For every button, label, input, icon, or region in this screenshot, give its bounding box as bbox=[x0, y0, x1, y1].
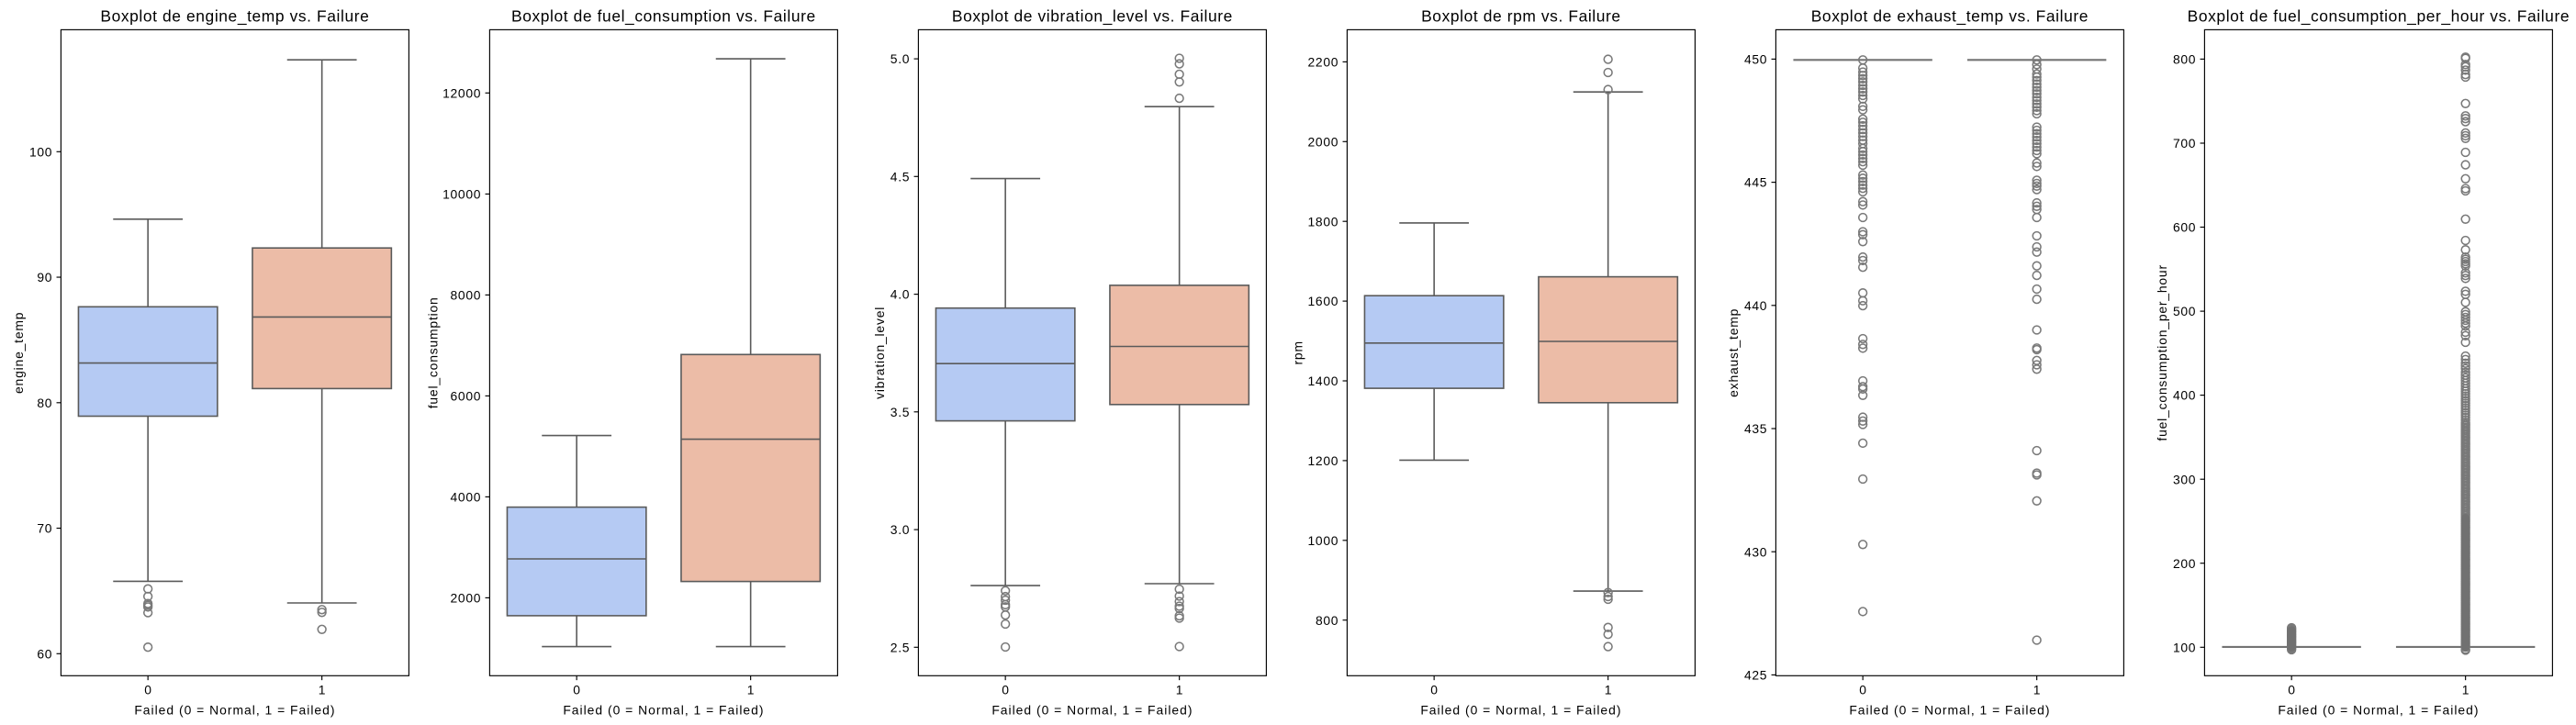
svg-text:425: 425 bbox=[1744, 668, 1767, 683]
svg-text:12000: 12000 bbox=[442, 85, 481, 100]
svg-text:10000: 10000 bbox=[442, 187, 481, 202]
svg-text:Boxplot de fuel_consumption vs: Boxplot de fuel_consumption vs. Failure bbox=[511, 7, 816, 26]
svg-text:300: 300 bbox=[2173, 472, 2196, 486]
svg-text:2000: 2000 bbox=[451, 591, 482, 606]
svg-text:2000: 2000 bbox=[1308, 134, 1339, 149]
svg-text:0: 0 bbox=[1430, 682, 1438, 697]
svg-text:4.0: 4.0 bbox=[890, 287, 910, 302]
svg-text:0: 0 bbox=[1859, 682, 1866, 697]
svg-text:Boxplot de fuel_consumption_pe: Boxplot de fuel_consumption_per_hour vs.… bbox=[2188, 7, 2570, 26]
svg-text:1: 1 bbox=[2462, 682, 2470, 697]
svg-text:100: 100 bbox=[29, 144, 52, 159]
svg-text:0: 0 bbox=[573, 682, 580, 697]
svg-text:90: 90 bbox=[37, 270, 52, 284]
svg-text:Boxplot de rpm vs. Failure: Boxplot de rpm vs. Failure bbox=[1421, 7, 1621, 26]
svg-text:Failed (0 = Normal, 1 = Failed: Failed (0 = Normal, 1 = Failed) bbox=[1849, 703, 2050, 718]
svg-text:435: 435 bbox=[1744, 421, 1767, 436]
svg-text:Failed (0 = Normal, 1 = Failed: Failed (0 = Normal, 1 = Failed) bbox=[991, 703, 1193, 718]
svg-text:100: 100 bbox=[2173, 640, 2196, 654]
svg-text:1000: 1000 bbox=[1308, 533, 1339, 548]
svg-text:Boxplot de exhaust_temp vs. Fa: Boxplot de exhaust_temp vs. Failure bbox=[1811, 7, 2089, 26]
svg-text:400: 400 bbox=[2173, 388, 2196, 403]
svg-text:0: 0 bbox=[144, 682, 151, 697]
svg-text:fuel_consumption_per_hour: fuel_consumption_per_hour bbox=[2155, 264, 2169, 441]
svg-text:1400: 1400 bbox=[1308, 374, 1339, 388]
svg-text:440: 440 bbox=[1744, 298, 1767, 313]
svg-text:8000: 8000 bbox=[451, 288, 482, 303]
svg-text:1: 1 bbox=[2033, 682, 2041, 697]
svg-text:rpm: rpm bbox=[1290, 340, 1305, 364]
svg-text:Failed (0 = Normal, 1 = Failed: Failed (0 = Normal, 1 = Failed) bbox=[134, 703, 335, 718]
svg-text:1: 1 bbox=[1176, 682, 1183, 697]
svg-text:2.5: 2.5 bbox=[890, 640, 910, 654]
svg-text:800: 800 bbox=[2173, 52, 2196, 67]
svg-text:exhaust_temp: exhaust_temp bbox=[1726, 308, 1741, 397]
svg-text:1: 1 bbox=[747, 682, 755, 697]
svg-text:200: 200 bbox=[2173, 556, 2196, 571]
svg-text:3.0: 3.0 bbox=[890, 522, 910, 537]
svg-text:1800: 1800 bbox=[1308, 214, 1339, 229]
svg-text:70: 70 bbox=[37, 521, 52, 536]
svg-text:engine_temp: engine_temp bbox=[11, 312, 26, 394]
svg-text:Boxplot de engine_temp vs. Fai: Boxplot de engine_temp vs. Failure bbox=[100, 7, 369, 26]
svg-text:Failed (0 = Normal, 1 = Failed: Failed (0 = Normal, 1 = Failed) bbox=[563, 703, 764, 718]
svg-text:430: 430 bbox=[1744, 544, 1767, 559]
svg-text:80: 80 bbox=[37, 396, 52, 410]
svg-text:1: 1 bbox=[319, 682, 326, 697]
svg-text:3.5: 3.5 bbox=[890, 405, 910, 419]
svg-text:1600: 1600 bbox=[1308, 294, 1339, 308]
svg-text:1: 1 bbox=[1605, 682, 1612, 697]
svg-text:0: 0 bbox=[1002, 682, 1009, 697]
svg-text:Failed (0 = Normal, 1 = Failed: Failed (0 = Normal, 1 = Failed) bbox=[2278, 703, 2479, 718]
svg-text:445: 445 bbox=[1744, 175, 1767, 190]
svg-text:2200: 2200 bbox=[1308, 55, 1339, 70]
svg-text:4.5: 4.5 bbox=[890, 169, 910, 184]
svg-text:Failed (0 = Normal, 1 = Failed: Failed (0 = Normal, 1 = Failed) bbox=[1420, 703, 1621, 718]
svg-text:0: 0 bbox=[2288, 682, 2295, 697]
svg-text:450: 450 bbox=[1744, 52, 1767, 67]
svg-text:vibration_level: vibration_level bbox=[872, 307, 887, 399]
svg-text:6000: 6000 bbox=[451, 389, 482, 404]
svg-text:1200: 1200 bbox=[1308, 453, 1339, 468]
svg-text:4000: 4000 bbox=[451, 490, 482, 505]
svg-text:60: 60 bbox=[37, 646, 52, 661]
svg-text:800: 800 bbox=[1316, 613, 1338, 628]
svg-text:fuel_consumption: fuel_consumption bbox=[426, 296, 441, 408]
svg-text:500: 500 bbox=[2173, 304, 2196, 318]
svg-text:Boxplot de vibration_level vs.: Boxplot de vibration_level vs. Failure bbox=[952, 7, 1233, 26]
svg-text:600: 600 bbox=[2173, 220, 2196, 235]
svg-text:700: 700 bbox=[2173, 136, 2196, 151]
svg-text:5.0: 5.0 bbox=[890, 51, 910, 66]
